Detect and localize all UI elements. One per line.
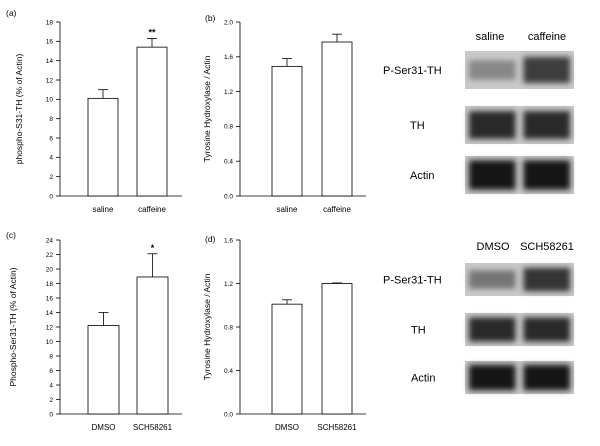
blot-band (469, 111, 516, 139)
blot-column-label: DMSO (477, 241, 510, 253)
x-category-label: saline (277, 205, 298, 214)
y-tick-label: 1.6 (224, 237, 233, 244)
y-tick-label: 0.0 (224, 193, 233, 200)
blot-band (469, 317, 516, 342)
blot-band (523, 111, 570, 139)
blot-row-label: P-Ser31-TH (383, 275, 442, 287)
y-tick-label: 2 (49, 174, 53, 181)
blot-column-label: SCH58261 (520, 241, 574, 253)
y-tick-label: 1.2 (224, 89, 233, 96)
blot-row-label: Actin (410, 170, 434, 182)
y-tick-label: 0 (49, 193, 53, 200)
x-category-label: caffeine (323, 205, 351, 214)
x-category-label: saline (93, 205, 114, 214)
y-tick-label: 2 (49, 397, 53, 404)
blot-band (469, 364, 516, 391)
y-tick-label: 16 (46, 295, 54, 302)
y-tick-label: 4 (49, 155, 53, 162)
y-tick-label: 8 (49, 116, 53, 123)
panel-label: (a) (6, 8, 17, 18)
blot-band (523, 160, 570, 190)
y-tick-label: 10 (46, 97, 54, 104)
y-axis-label: Phospho-Ser31-TH (% of Actin) (8, 267, 18, 386)
bar-sch58261 (321, 283, 353, 415)
blot-strip (465, 361, 574, 394)
y-tick-label: 8 (49, 353, 53, 360)
y-tick-label: 0.8 (224, 324, 233, 331)
x-category-label: DMSO (92, 423, 116, 432)
panel-label: (b) (205, 13, 216, 23)
panel-label: (c) (6, 230, 16, 240)
blot-row-label: Actin (411, 373, 435, 385)
y-tick-label: 1.2 (224, 281, 233, 288)
x-category-label: DMSO (275, 423, 299, 432)
blot-band (523, 317, 570, 342)
y-tick-label: 18 (46, 19, 54, 26)
y-tick-label: 0.4 (224, 368, 233, 375)
x-category-label: SCH58261 (317, 423, 357, 432)
bar-sch58261 (136, 276, 169, 415)
chart-panel-c: (c)024681012141618202224Phospho-Ser31-TH… (6, 230, 182, 432)
y-tick-label: 0.0 (224, 411, 233, 418)
bar-caffeine (321, 41, 353, 197)
y-tick-label: 16 (46, 39, 54, 46)
blot-row-label: TH (411, 325, 426, 337)
chart-panel-a: (a) 0 2 4 6 8 10 12 14 16 18 phospho-S31-TH (% of A… (6, 8, 182, 214)
blot-strip (465, 51, 574, 89)
y-axis-label: phospho-S31-TH (% of Actin) (14, 54, 24, 165)
bar-saline (271, 65, 303, 197)
y-tick-label: 10 (46, 339, 54, 346)
y-tick-label: 14 (46, 58, 54, 65)
blot-strip (465, 263, 574, 296)
blot-band (469, 270, 516, 289)
blot-band (469, 160, 516, 190)
y-tick-label: 22 (46, 252, 54, 259)
blot-strip (465, 156, 574, 194)
significance-marker: ** (148, 27, 156, 37)
y-tick-label: 14 (46, 310, 54, 317)
blot-1: saline caffeine P-Ser31-TH TH Actin (383, 31, 574, 194)
blot-strip (465, 313, 574, 346)
blot-band (523, 364, 570, 391)
chart-panel-b: (b) 0.0 0.4 0.8 1.2 1.6 2.0 Tyrosine Hydroxylas… (202, 13, 366, 214)
y-axis-label: Tyrosine Hydroxylase / Actin (202, 273, 212, 380)
y-tick-label: 24 (46, 237, 54, 244)
x-category-label: SCH58261 (133, 423, 173, 432)
blot-column-label: caffeine (528, 31, 566, 43)
bar-dmso (87, 325, 120, 415)
y-tick-label: 2.0 (224, 19, 233, 26)
x-category-label: caffeine (138, 205, 166, 214)
y-tick-label: 0 (49, 411, 53, 418)
blot-column-label: saline (476, 31, 505, 43)
blot-band (523, 56, 570, 84)
blot-band (469, 60, 516, 80)
y-tick-label: 0.4 (224, 159, 233, 166)
y-tick-label: 6 (49, 135, 53, 142)
blot-strip (465, 106, 574, 144)
y-tick-label: 12 (46, 77, 54, 84)
bar-dmso (271, 303, 303, 415)
y-axis-label: Tyrosine Hydroxylase / Actin (202, 55, 212, 162)
blot-2: DMSO SCH58261 P-Ser31-TH TH Actin (383, 241, 574, 394)
y-tick-label: 20 (46, 266, 54, 273)
y-tick-label: 4 (49, 382, 53, 389)
y-tick-label: 18 (46, 281, 54, 288)
significance-marker: * (151, 243, 155, 253)
y-tick-label: 0.8 (224, 124, 233, 131)
blot-row-label: TH (410, 120, 425, 132)
y-tick-label: 1.6 (224, 54, 233, 61)
bar-saline (87, 97, 119, 197)
blot-row-label: P-Ser31-TH (383, 65, 442, 77)
blot-band (523, 267, 570, 292)
y-tick-label: 12 (46, 324, 54, 331)
panel-label: (d) (205, 234, 216, 244)
western-blots: saline caffeine P-Ser31-TH TH Actin DMSO SCH58… (383, 31, 574, 394)
bar-caffeine (136, 46, 168, 197)
chart-panel-d: (d) 0.0 0.4 0.8 1.2 1.6 Tyrosine Hydroxylase /… (202, 234, 366, 432)
y-tick-label: 6 (49, 368, 53, 375)
